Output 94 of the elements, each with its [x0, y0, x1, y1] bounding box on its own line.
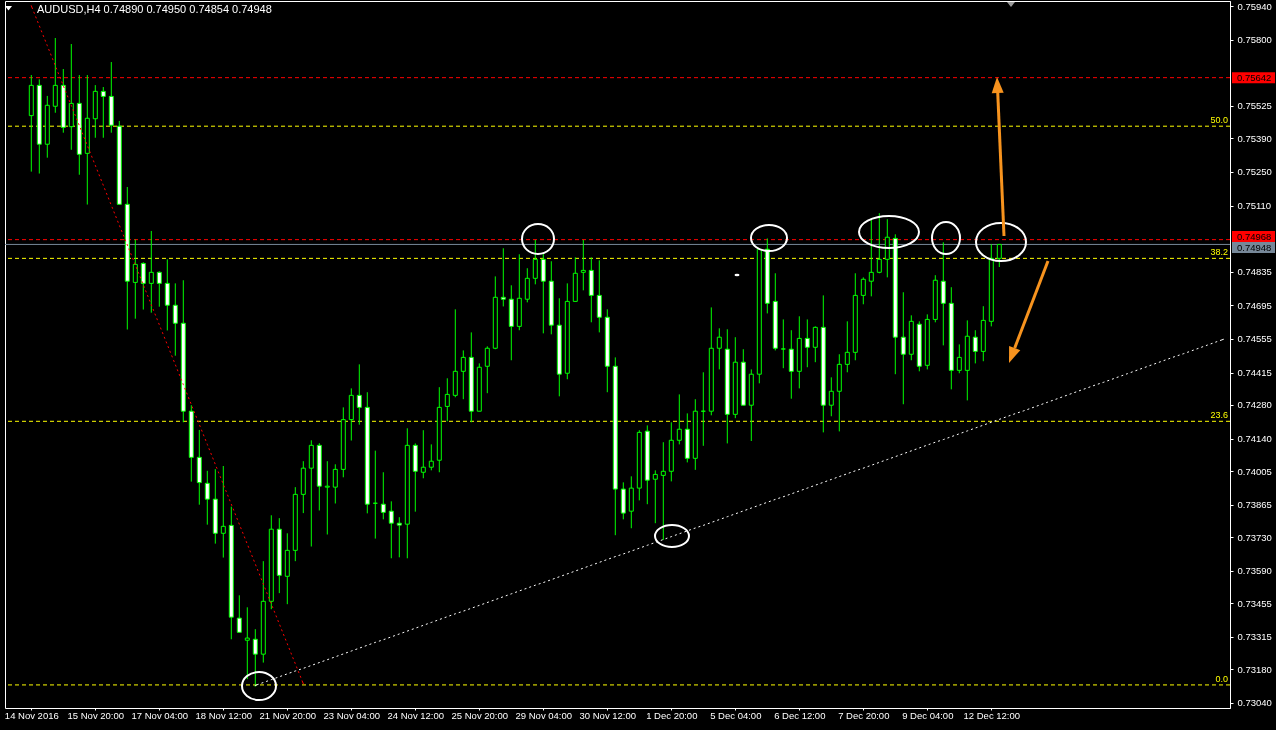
candlestick	[484, 345, 490, 394]
candlestick	[172, 282, 178, 357]
y-tick-label: 0.73590	[1237, 565, 1272, 577]
x-tick-label: 23 Nov 04:00	[323, 709, 381, 721]
candlestick	[972, 329, 978, 364]
candlestick	[628, 475, 634, 529]
candlestick	[580, 239, 586, 291]
candlestick	[388, 500, 394, 559]
candlestick	[596, 259, 602, 333]
y-tick-label: 0.74415	[1237, 367, 1272, 379]
candlestick	[52, 37, 58, 114]
x-tick-label: 14 Nov 2016	[4, 709, 59, 721]
candlestick	[540, 252, 546, 334]
annotation: 38.2	[1210, 247, 1228, 258]
candlestick	[716, 327, 722, 370]
candlestick	[204, 470, 210, 526]
x-tick-label: 9 Dec 04:00	[902, 709, 954, 721]
x-tick-label: 30 Nov 12:00	[579, 709, 637, 721]
annotation: 50.0	[1210, 115, 1228, 126]
candlestick	[244, 606, 250, 680]
candlestick	[356, 363, 362, 426]
x-tick-label: 5 Dec 04:00	[710, 709, 762, 721]
candlestick	[804, 318, 810, 368]
candlestick	[788, 329, 794, 400]
candlestick	[884, 218, 890, 278]
candlestick	[332, 463, 338, 504]
x-tick-label: 12 Dec 12:00	[963, 709, 1021, 721]
y-tick-label: 0.73730	[1237, 531, 1272, 543]
candlestick	[420, 429, 426, 479]
candlestick	[164, 258, 170, 331]
candlestick	[780, 318, 786, 369]
y-tick-label: 0.74555	[1237, 333, 1272, 345]
y-tick-label: 0.73180	[1237, 663, 1272, 675]
y-tick-label: 0.75250	[1237, 166, 1272, 178]
candlestick	[220, 465, 226, 559]
candlestick	[828, 376, 834, 417]
y-tick-label: 0.74835	[1237, 266, 1272, 278]
ref-line-label: 0.74948	[1237, 241, 1272, 253]
y-tick-label: 0.74695	[1237, 299, 1272, 311]
candlestick	[900, 291, 906, 405]
y-tick-label: 0.74005	[1237, 465, 1272, 477]
candlestick	[236, 594, 242, 633]
x-tick-label: 24 Nov 12:00	[387, 709, 445, 721]
candlestick	[68, 43, 74, 151]
candlestick	[812, 325, 818, 363]
candlestick	[940, 241, 946, 346]
annotation: 23.6	[1210, 410, 1228, 421]
x-tick-label: 29 Nov 04:00	[515, 709, 573, 721]
candlestick	[652, 469, 658, 524]
candlestick	[396, 516, 402, 558]
x-tick-label: 25 Nov 20:00	[451, 709, 509, 721]
y-tick-label: 0.73040	[1237, 697, 1272, 709]
chart-title: AUDUSD,H4 0.74890 0.74950 0.74854 0.74948	[37, 3, 272, 15]
candlestick	[532, 239, 538, 285]
candlestick	[132, 238, 138, 320]
y-tick-label: 0.74140	[1237, 433, 1272, 445]
candlestick	[380, 471, 386, 520]
candlestick	[324, 460, 330, 535]
x-tick-label: 1 Dec 20:00	[646, 709, 698, 721]
x-tick-label: 17 Nov 04:00	[131, 709, 189, 721]
y-tick-label: 0.75800	[1237, 34, 1272, 46]
y-tick-label: 0.73315	[1237, 631, 1272, 643]
candlestick	[524, 267, 530, 303]
x-tick-label: 6 Dec 12:00	[774, 709, 826, 721]
x-tick-label: 18 Nov 12:00	[195, 709, 253, 721]
candlestick	[676, 393, 682, 445]
candlestick	[844, 320, 850, 373]
y-tick-label: 0.73455	[1237, 597, 1272, 609]
candlestick	[148, 230, 154, 314]
y-tick-label: 0.73865	[1237, 499, 1272, 511]
candlestick	[444, 377, 450, 422]
y-tick-label: 0.75390	[1237, 132, 1272, 144]
y-tick-label: 0.75525	[1237, 100, 1272, 112]
candlestick	[500, 247, 506, 307]
y-tick-label: 0.74280	[1237, 399, 1272, 411]
x-tick-label: 7 Dec 20:00	[838, 709, 890, 721]
y-tick-label: 0.75110	[1237, 200, 1272, 212]
x-tick-label: 21 Nov 20:00	[259, 709, 317, 721]
ref-line-label: 0.75642	[1237, 71, 1272, 83]
candlestick	[956, 343, 962, 374]
candlestick	[868, 218, 874, 297]
candlestick	[660, 441, 666, 541]
candlestick	[100, 86, 106, 139]
x-tick-label: 15 Nov 20:00	[67, 709, 125, 721]
candlestick	[428, 443, 434, 471]
candlestick	[860, 276, 866, 305]
y-tick-label: 0.75940	[1237, 0, 1272, 12]
candlestick	[876, 212, 882, 274]
candlestick	[140, 261, 146, 311]
candlestick	[156, 270, 162, 308]
annotation: 0.0	[1215, 673, 1228, 684]
ref-line-label: 0.74968	[1237, 230, 1272, 242]
candlestick	[460, 349, 466, 400]
candlestick	[308, 439, 314, 548]
